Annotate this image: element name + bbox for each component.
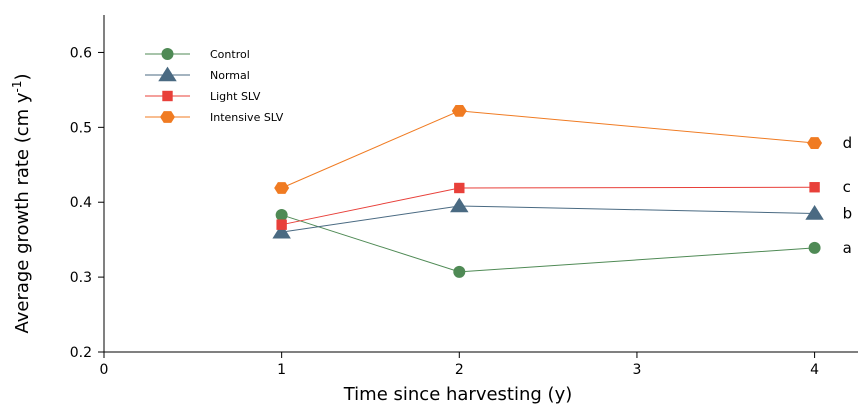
legend-item: Normal bbox=[145, 66, 250, 82]
data-point bbox=[807, 137, 823, 149]
x-axis-title: Time since harvesting (y) bbox=[343, 384, 573, 404]
y-tick-label: 0.6 bbox=[70, 45, 92, 61]
x-tick-label: 1 bbox=[277, 362, 286, 378]
legend-label: Light SLV bbox=[210, 90, 261, 103]
series-line bbox=[281, 214, 815, 273]
data-point bbox=[272, 223, 291, 239]
series-line bbox=[281, 110, 815, 189]
series-end-label: b bbox=[843, 204, 853, 222]
x-tick-label: 2 bbox=[455, 362, 464, 378]
data-point bbox=[809, 182, 820, 193]
legend-label: Control bbox=[210, 48, 250, 61]
y-axis-title-main: Average growth rate (cm y bbox=[12, 92, 33, 333]
axes: 0.2 0.3 0.4 0.5 0.6 0 1 2 3 4 Time since harvestin… bbox=[10, 15, 858, 404]
legend-item: Light SLV bbox=[145, 90, 261, 103]
y-axis-title-superscript: -1 bbox=[10, 80, 24, 92]
data-point bbox=[275, 208, 288, 221]
legend-marker bbox=[162, 90, 173, 102]
series-layer: abc d bbox=[272, 104, 853, 278]
series-control: a bbox=[275, 208, 852, 278]
series-normal: b bbox=[272, 197, 853, 239]
x-tick-label: 0 bbox=[100, 362, 109, 378]
legend-label: Normal bbox=[210, 69, 250, 82]
y-tick-label: 0.5 bbox=[70, 120, 92, 136]
legend-marker bbox=[161, 48, 174, 60]
y-tick-label: 0.3 bbox=[70, 270, 92, 286]
y-tick-label: 0.2 bbox=[70, 345, 92, 361]
y-axis-title: Average growth rate (cm y-1) bbox=[10, 73, 33, 333]
data-point bbox=[805, 205, 824, 220]
data-point bbox=[808, 241, 821, 254]
data-point bbox=[453, 265, 466, 278]
data-point bbox=[451, 104, 467, 117]
series-end-label: a bbox=[843, 239, 852, 257]
legend: Control Normal Light SLV Intensive SLV bbox=[145, 48, 284, 124]
legend-item: Intensive SLV bbox=[145, 111, 284, 124]
legend-marker bbox=[160, 111, 175, 123]
series-line bbox=[281, 186, 815, 226]
series-light-slv: c bbox=[276, 178, 851, 230]
legend-marker bbox=[158, 66, 177, 82]
legend-item: Control bbox=[145, 48, 250, 61]
y-tick-label: 0.4 bbox=[70, 195, 92, 211]
series-intensive-slv: d bbox=[274, 104, 853, 194]
x-tick-label: 3 bbox=[632, 362, 641, 378]
series-end-label: d bbox=[843, 134, 853, 152]
series-line bbox=[281, 205, 815, 233]
x-tick-label: 4 bbox=[810, 362, 819, 378]
data-point bbox=[274, 182, 290, 194]
y-axis-title-suffix: ) bbox=[12, 73, 33, 80]
data-point bbox=[276, 219, 287, 230]
data-point bbox=[454, 182, 465, 194]
legend-label: Intensive SLV bbox=[210, 111, 284, 124]
series-end-label: c bbox=[843, 178, 851, 196]
data-point bbox=[450, 197, 469, 213]
